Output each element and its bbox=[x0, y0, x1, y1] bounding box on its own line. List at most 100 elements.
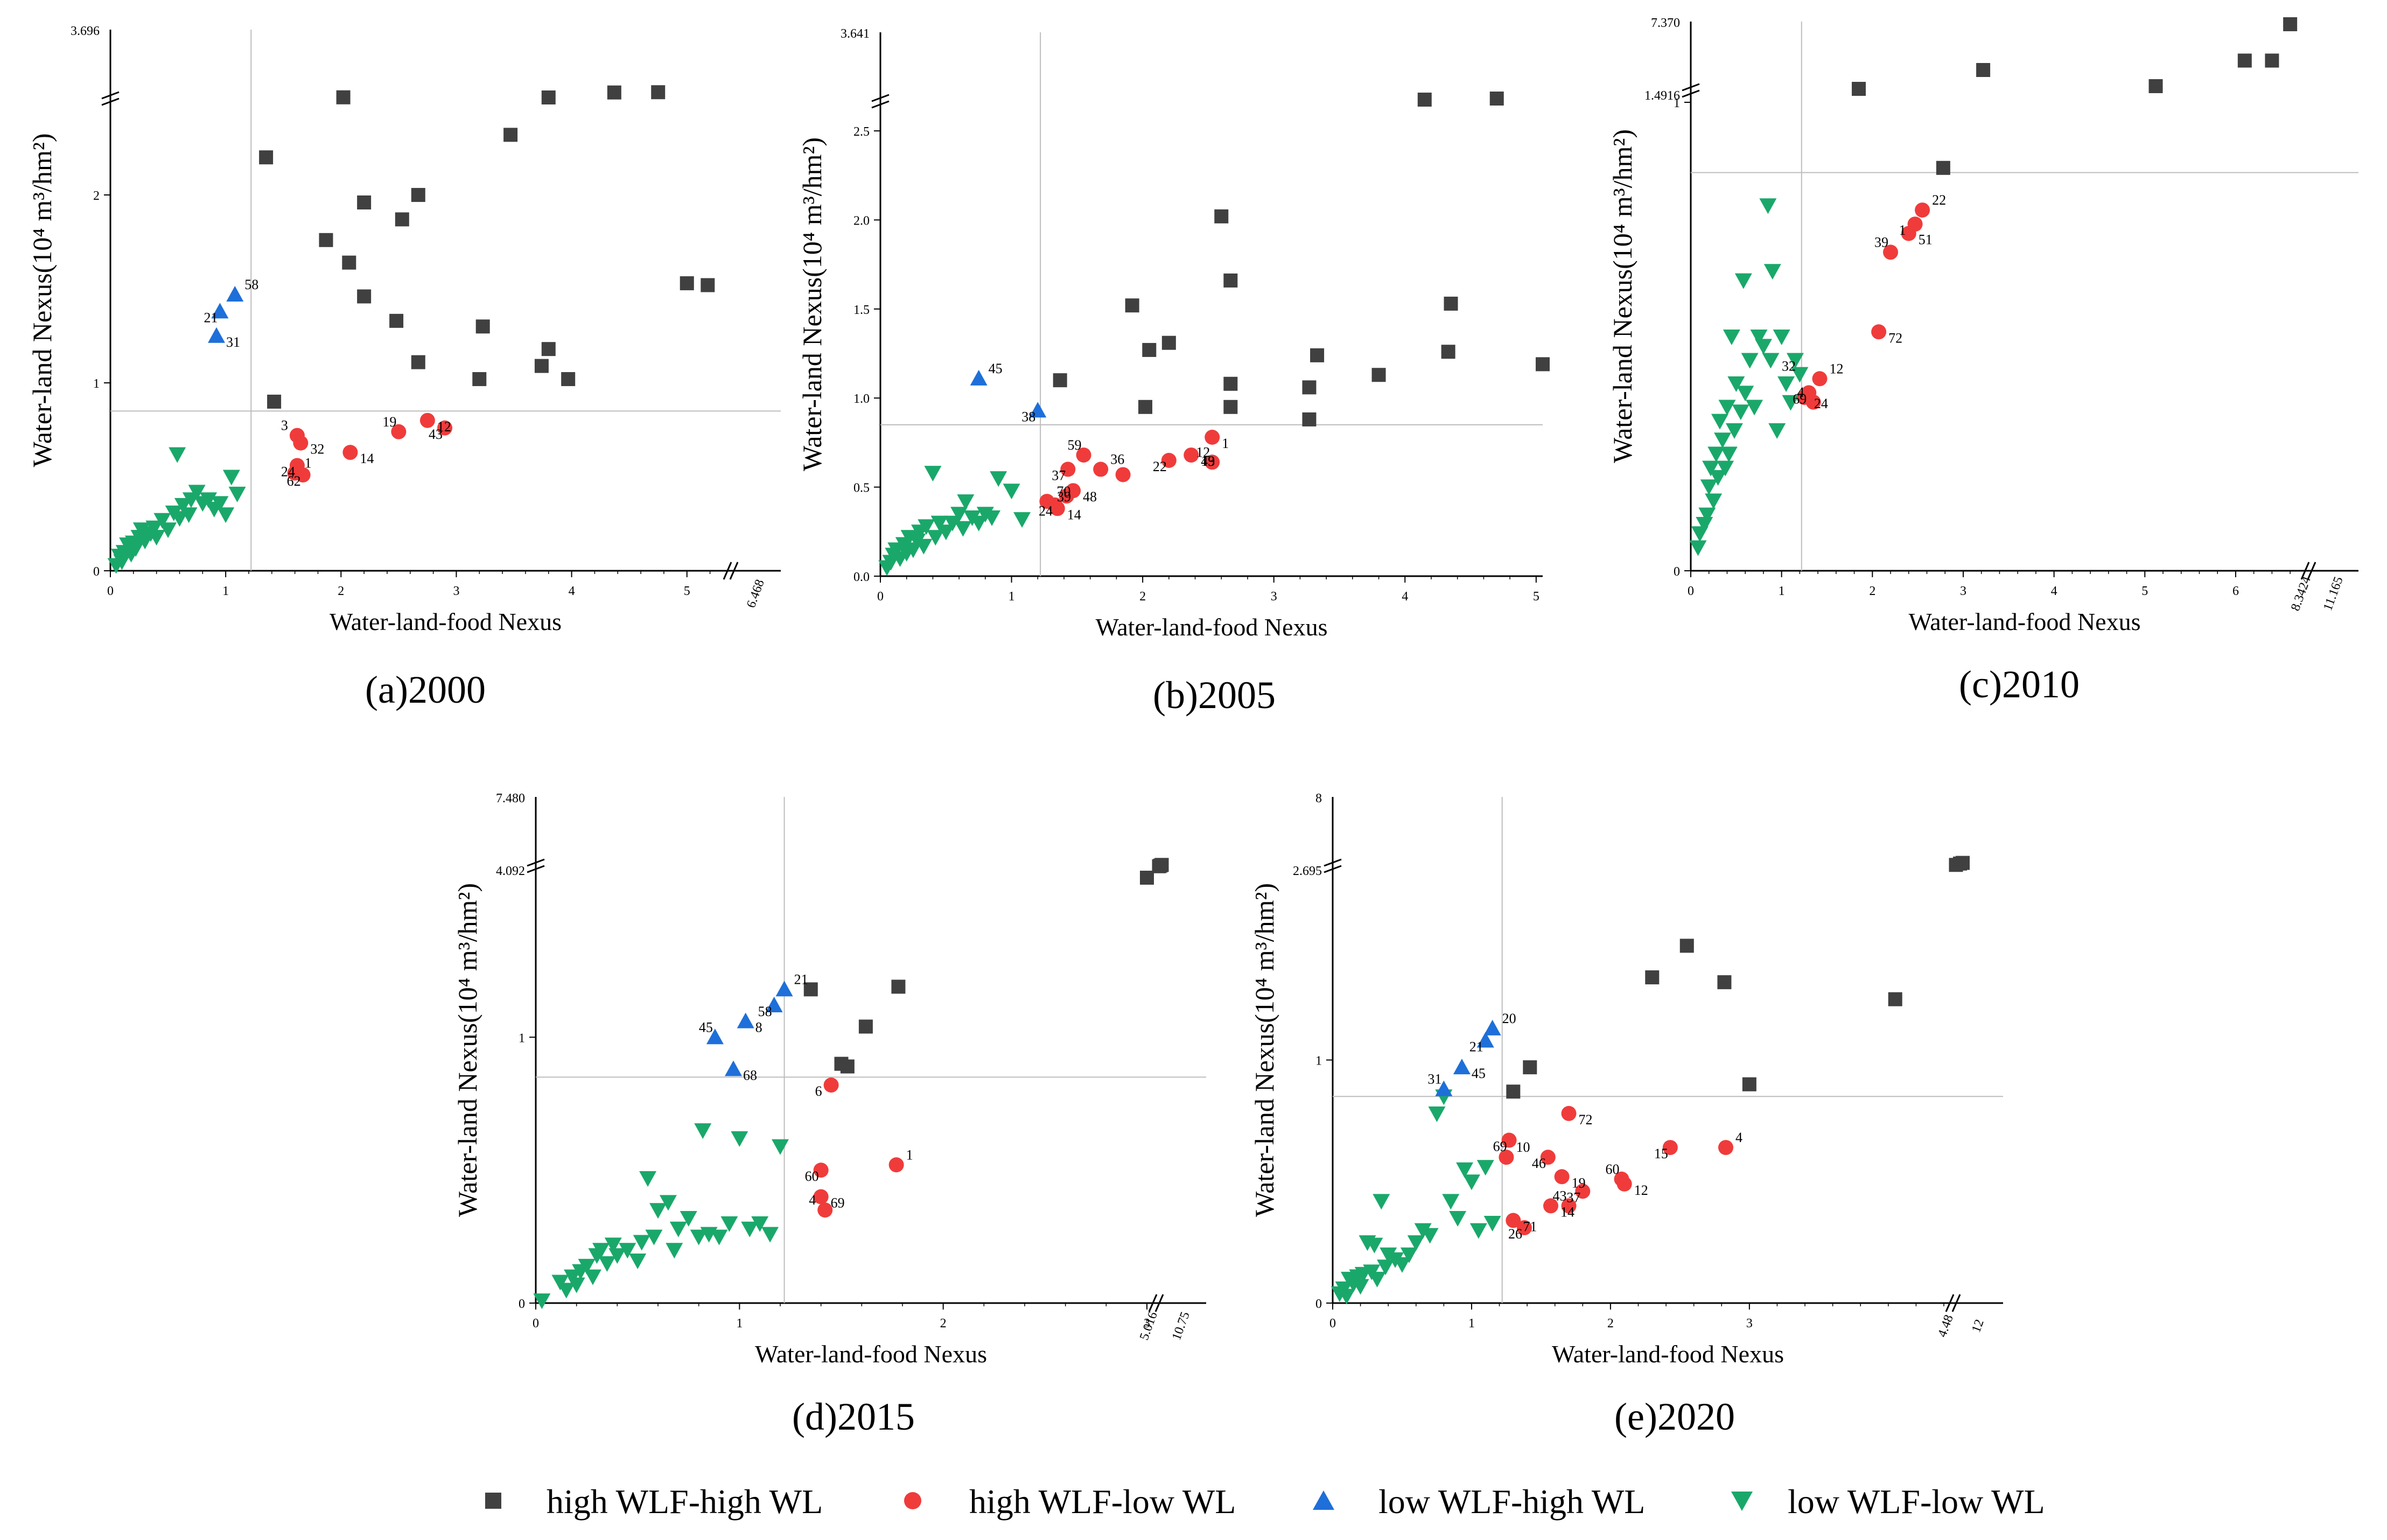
y-tick-label: 0 bbox=[519, 1297, 525, 1311]
y-break-label: 7.480 bbox=[496, 792, 525, 806]
data-point-high-low bbox=[1915, 202, 1930, 218]
y-break-label: 3.696 bbox=[71, 24, 100, 38]
point-label: 6 bbox=[815, 1083, 822, 1099]
y-axis-break bbox=[101, 91, 120, 100]
y-break-label: 1.4916 bbox=[1644, 89, 1680, 103]
data-point-high-high bbox=[389, 313, 404, 328]
data-point-high-high bbox=[1441, 345, 1455, 359]
data-point-low-low bbox=[1442, 1194, 1460, 1210]
data-point-high-low bbox=[1076, 447, 1091, 463]
data-point-high-high bbox=[1852, 82, 1866, 96]
data-point-low-low bbox=[666, 1243, 683, 1259]
data-point-low-low bbox=[1759, 198, 1777, 214]
y-break-label: 2.695 bbox=[1293, 864, 1322, 878]
data-point-low-low bbox=[127, 541, 145, 557]
y-tick-label: 2.0 bbox=[853, 214, 870, 228]
x-tick-label: 2 bbox=[1139, 590, 1146, 604]
data-point-high-high bbox=[1742, 1077, 1756, 1091]
data-point-low-high bbox=[1029, 402, 1047, 418]
x-axis-title: Water-land-food Nexus bbox=[330, 608, 562, 635]
panel-d-2015: 0 1 2 3 0 1 5.016 10.75 7.480 4.092 21 588 45 68 6 1 60 6… bbox=[452, 792, 1206, 1438]
data-point-high-high bbox=[1417, 93, 1432, 107]
data-point-low-low bbox=[169, 447, 186, 463]
legend-item-ll: low WLF-low WL bbox=[1731, 1482, 2045, 1521]
data-point-high-low bbox=[1901, 226, 1916, 241]
x-break-label: 10.75 bbox=[1170, 1310, 1193, 1342]
data-point-low-low bbox=[983, 510, 1001, 526]
point-label: 12 bbox=[1196, 444, 1210, 460]
data-point-low-low bbox=[145, 520, 163, 536]
panel-b-2005: 0 1 2 3 4 50.00.51.01.52.02.53.64145381591937… bbox=[797, 27, 1550, 717]
point-label: 24 bbox=[281, 464, 295, 480]
y-tick-label: 0 bbox=[1315, 1297, 1322, 1311]
data-point-low-low bbox=[619, 1243, 636, 1259]
data-point-low-low bbox=[1705, 493, 1723, 509]
data-point-high-low bbox=[1616, 1176, 1632, 1192]
y-tick-label: 1 bbox=[1315, 1054, 1322, 1068]
data-point-low-low bbox=[927, 530, 944, 546]
x-tick-label: 5 bbox=[684, 584, 690, 598]
data-point-high-high bbox=[1444, 296, 1458, 311]
point-label: 60 bbox=[805, 1168, 819, 1184]
data-point-high-low bbox=[1184, 447, 1199, 463]
data-point-high-low bbox=[437, 420, 453, 436]
data-point-low-low bbox=[159, 522, 177, 538]
y-tick-label: 1 bbox=[1674, 96, 1680, 110]
data-point-low-high bbox=[970, 369, 988, 386]
data-point-low-low bbox=[1720, 446, 1738, 463]
legend-marker-hh bbox=[485, 1493, 501, 1509]
data-point-low-low bbox=[1377, 1259, 1395, 1276]
legend-item-lh: low WLF-high WL bbox=[1313, 1482, 1645, 1521]
data-point-low-low bbox=[1689, 540, 1707, 556]
data-point-high-high bbox=[2148, 79, 2163, 93]
panel-caption: (d)2015 bbox=[792, 1395, 915, 1438]
data-point-high-high bbox=[267, 394, 282, 409]
x-tick-label: 3 bbox=[453, 584, 459, 598]
y-tick-label: 1 bbox=[519, 1031, 525, 1045]
legend-label-hh: high WLF-high WL bbox=[547, 1482, 823, 1521]
point-label: 12 bbox=[437, 419, 451, 435]
data-point-low-low bbox=[1727, 376, 1745, 392]
data-point-low-low bbox=[761, 1227, 779, 1243]
point-label: 19 bbox=[1201, 453, 1215, 469]
data-point-high-low bbox=[1575, 1184, 1591, 1199]
legend: high WLF-high WL high WLF-low WL low WLF… bbox=[485, 1482, 2045, 1521]
x-axis-break bbox=[2307, 562, 2316, 580]
data-point-low-low bbox=[171, 511, 188, 527]
data-point-low-low bbox=[1791, 367, 1809, 383]
data-point-low-low bbox=[954, 521, 972, 537]
data-point-low-low bbox=[1725, 423, 1743, 439]
x-tick-label: 5 bbox=[1533, 590, 1539, 604]
data-point-high-high bbox=[701, 278, 715, 292]
data-point-low-high bbox=[775, 981, 793, 997]
point-label: 1 bbox=[305, 456, 312, 471]
data-point-low-low bbox=[1702, 460, 1720, 477]
x-tick-label: 4 bbox=[569, 584, 575, 598]
x-tick-label: 6 bbox=[2232, 584, 2239, 598]
data-point-low-low bbox=[918, 519, 935, 535]
data-point-high-high bbox=[1717, 975, 1732, 990]
data-point-low-low bbox=[557, 1283, 575, 1299]
legend-label-ll: low WLF-low WL bbox=[1788, 1482, 2045, 1521]
x-tick-label: 0 bbox=[877, 590, 884, 604]
data-point-high-low bbox=[391, 424, 407, 439]
point-label: 19 bbox=[1572, 1175, 1586, 1191]
data-point-low-low bbox=[148, 530, 165, 546]
data-point-high-high bbox=[1154, 858, 1169, 872]
data-point-high-high bbox=[803, 982, 818, 997]
x-axis-break bbox=[1154, 1294, 1164, 1312]
x-tick-label: 3 bbox=[1960, 584, 1966, 598]
data-point-high-high bbox=[1956, 856, 1970, 870]
data-point-high-high bbox=[2237, 53, 2252, 68]
y-tick-label: 1.5 bbox=[853, 303, 870, 317]
x-tick-label: 2 bbox=[940, 1317, 947, 1331]
x-tick-label: 1 bbox=[222, 584, 229, 598]
data-point-high-high bbox=[534, 359, 549, 373]
data-point-low-low bbox=[1754, 339, 1772, 355]
data-point-high-high bbox=[1138, 400, 1152, 414]
data-point-high-low bbox=[813, 1163, 829, 1178]
x-tick-label: 0 bbox=[107, 584, 114, 598]
x-tick-label: 0 bbox=[533, 1317, 539, 1331]
point-label: 32 bbox=[310, 442, 324, 457]
data-point-low-low bbox=[1768, 423, 1786, 439]
